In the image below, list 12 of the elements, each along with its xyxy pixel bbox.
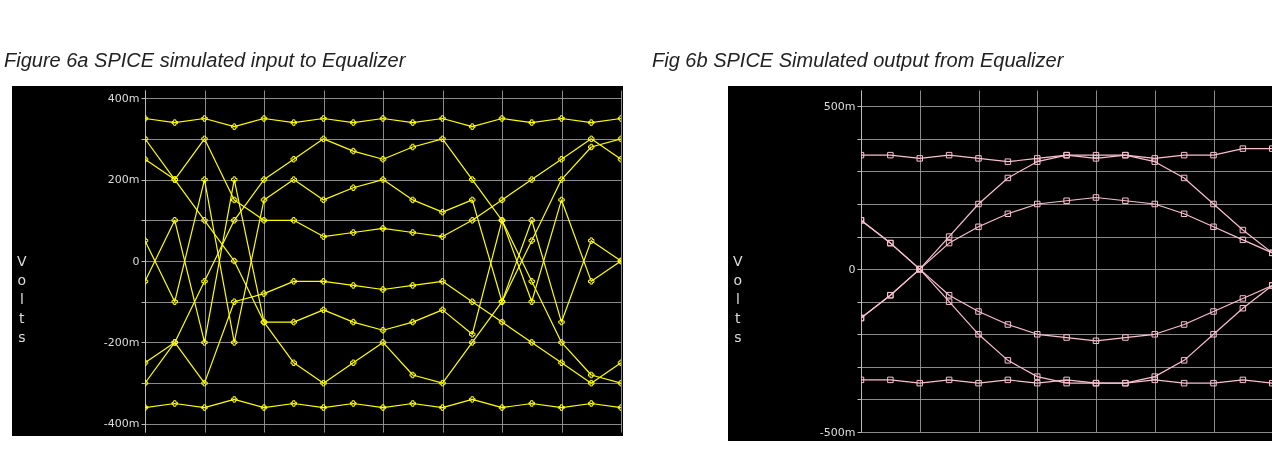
y-tick-label: -400m [103, 417, 140, 431]
y-tick-label: 500m [823, 99, 856, 113]
y-axis-title: Volts [17, 252, 28, 345]
y-tick-label: 200m [107, 173, 140, 187]
y-axis-title: Volts [733, 252, 744, 345]
y-tick-label: 0 [132, 254, 140, 268]
y-tick-label: 0 [848, 262, 856, 276]
chart-title: Figure 6a SPICE simulated input to Equalizer [4, 48, 407, 73]
chart-title: Fig 6b SPICE Simulated output from Equalizer [652, 48, 1065, 73]
y-tick-label: -200m [103, 335, 140, 349]
y-tick-label: -500m [819, 425, 856, 439]
y-tick-label: 400m [107, 91, 140, 105]
